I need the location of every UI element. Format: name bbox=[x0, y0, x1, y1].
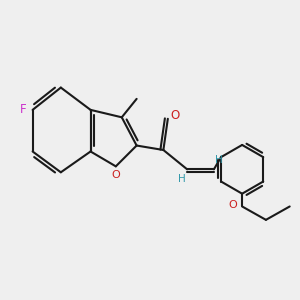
Text: O: O bbox=[229, 200, 238, 210]
Text: O: O bbox=[111, 170, 120, 180]
Text: F: F bbox=[20, 103, 26, 116]
Text: H: H bbox=[178, 174, 186, 184]
Text: O: O bbox=[171, 109, 180, 122]
Text: H: H bbox=[215, 155, 223, 165]
